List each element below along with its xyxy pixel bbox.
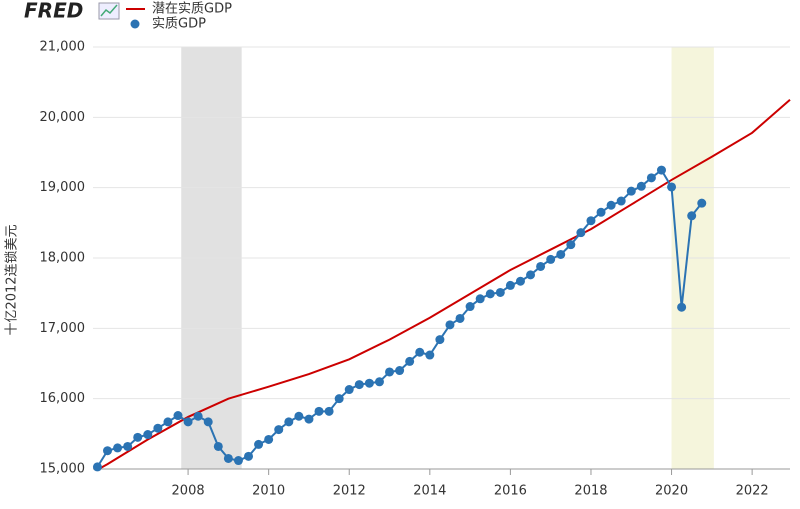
data-point bbox=[455, 313, 465, 323]
data-point bbox=[244, 451, 254, 461]
data-point bbox=[193, 411, 203, 421]
y-tick-label: 19,000 bbox=[40, 180, 86, 195]
data-point bbox=[344, 385, 354, 395]
logo: FRED bbox=[24, 0, 83, 23]
data-point bbox=[254, 439, 264, 449]
data-point bbox=[203, 417, 213, 427]
data-point bbox=[687, 211, 697, 221]
data-point bbox=[374, 377, 384, 387]
data-point bbox=[304, 414, 314, 424]
y-tick-label: 15,000 bbox=[40, 462, 86, 477]
x-tick-label: 2016 bbox=[494, 484, 527, 499]
y-tick-label: 21,000 bbox=[40, 40, 86, 55]
x-tick-label: 2018 bbox=[574, 484, 607, 499]
x-tick-label: 2014 bbox=[413, 484, 446, 499]
logo-icon bbox=[98, 2, 120, 20]
data-point bbox=[113, 443, 123, 453]
data-point bbox=[495, 287, 505, 297]
data-point bbox=[536, 261, 546, 271]
data-point bbox=[274, 425, 284, 435]
data-point bbox=[465, 302, 475, 312]
data-point bbox=[697, 198, 707, 208]
y-tick-label: 16,000 bbox=[40, 391, 86, 406]
data-point bbox=[636, 181, 646, 191]
data-point bbox=[183, 417, 193, 427]
data-point bbox=[324, 406, 334, 416]
data-point bbox=[616, 196, 626, 206]
data-point bbox=[415, 347, 425, 357]
data-point bbox=[445, 320, 455, 330]
data-point bbox=[425, 350, 435, 360]
legend-label: 潜在实质GDP bbox=[152, 2, 232, 17]
data-point bbox=[264, 434, 274, 444]
data-point bbox=[505, 280, 515, 290]
legend-label: 实质GDP bbox=[152, 17, 206, 32]
data-point bbox=[294, 411, 304, 421]
series-line bbox=[96, 98, 791, 471]
data-point bbox=[586, 216, 596, 226]
data-point bbox=[405, 356, 415, 366]
data-point bbox=[606, 200, 616, 210]
data-point bbox=[364, 378, 374, 388]
data-point bbox=[143, 430, 153, 440]
x-tick-label: 2020 bbox=[655, 484, 688, 499]
data-point bbox=[475, 294, 485, 304]
y-axis-label: 十亿2012连锁美元 bbox=[4, 224, 20, 335]
x-tick-label: 2008 bbox=[172, 484, 205, 499]
data-point bbox=[213, 441, 223, 451]
data-point bbox=[123, 441, 133, 451]
data-point bbox=[163, 417, 173, 427]
data-point bbox=[92, 462, 102, 472]
data-point bbox=[576, 228, 586, 238]
data-point bbox=[556, 249, 566, 259]
data-point bbox=[485, 289, 495, 299]
data-point bbox=[133, 432, 143, 442]
y-tick-label: 18,000 bbox=[40, 251, 86, 266]
data-point bbox=[334, 394, 344, 404]
data-point bbox=[667, 182, 677, 192]
data-point bbox=[385, 367, 395, 377]
data-point bbox=[153, 423, 163, 433]
data-point bbox=[596, 207, 606, 217]
legend-marker bbox=[130, 19, 140, 29]
x-tick-label: 2022 bbox=[736, 484, 769, 499]
data-point bbox=[223, 453, 233, 463]
data-point bbox=[546, 254, 556, 264]
data-point bbox=[566, 240, 576, 250]
x-tick-label: 2012 bbox=[333, 484, 366, 499]
data-point bbox=[284, 417, 294, 427]
data-point bbox=[314, 406, 324, 416]
data-point bbox=[526, 270, 536, 280]
data-point bbox=[435, 335, 445, 345]
data-point bbox=[354, 380, 364, 390]
y-tick-label: 20,000 bbox=[40, 110, 86, 125]
data-point bbox=[395, 366, 405, 376]
data-point bbox=[656, 165, 666, 175]
data-point bbox=[677, 302, 687, 312]
data-point bbox=[173, 411, 183, 421]
y-tick-label: 17,000 bbox=[40, 321, 86, 336]
data-point bbox=[103, 446, 113, 456]
data-point bbox=[626, 186, 636, 196]
x-tick-label: 2010 bbox=[252, 484, 285, 499]
data-point bbox=[646, 173, 656, 183]
data-point bbox=[515, 276, 525, 286]
data-point bbox=[233, 456, 243, 466]
